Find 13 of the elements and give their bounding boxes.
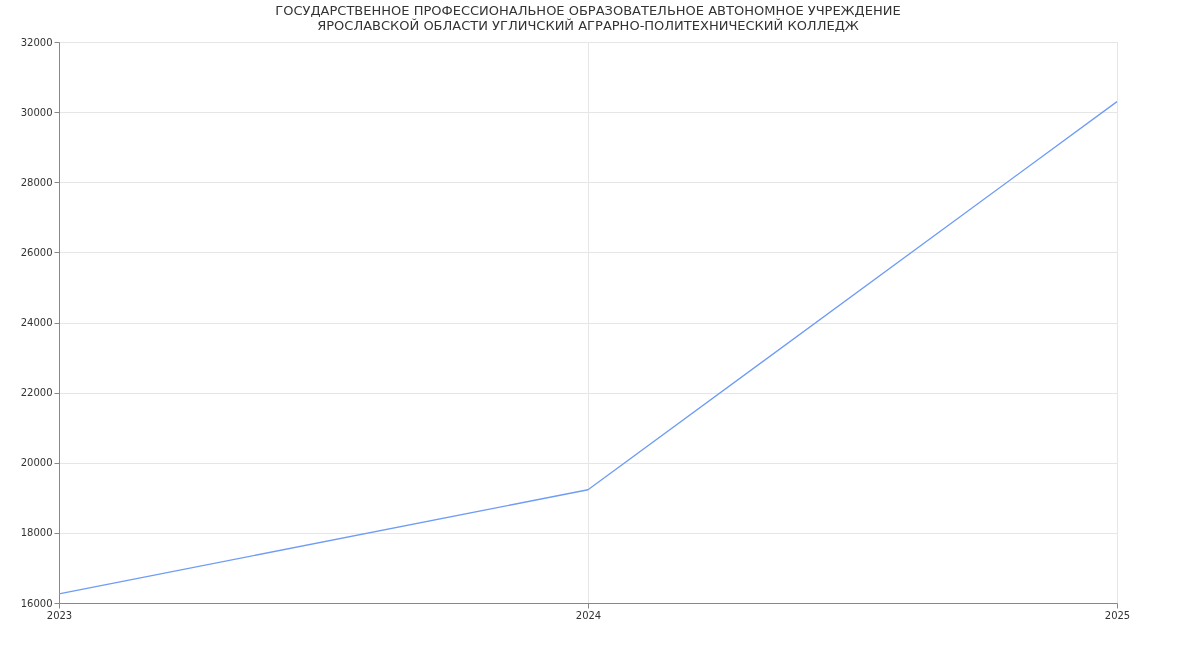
x-tick-label: 2024 (575, 609, 602, 621)
y-tick-label: 28000 (20, 176, 53, 188)
y-tick-label: 26000 (20, 246, 53, 258)
x-tick-label: 2025 (1104, 609, 1131, 621)
y-tick-label: 22000 (20, 387, 53, 399)
x-tick-label: 2023 (46, 609, 73, 621)
y-tick-label: 30000 (20, 106, 53, 118)
y-tick-label: 24000 (20, 317, 53, 328)
y-tick-label: 18000 (20, 527, 53, 539)
y-tick-label: 20000 (20, 457, 53, 469)
y-tick-label: 16000 (20, 597, 53, 609)
chart-title: ГОСУДАРСТВЕННОЕ ПРОФЕССИОНАЛЬНОЕ ОБРАЗОВАТЕЛЬНОЕ АВТОНОМНОЕ УЧРЕЖДЕНИЕ ЯРОСЛАВСКОЙ ОБЛАСТИ УГЛИЧСКИЙ АГРАРНО-ПОЛИТЕХНИЧЕСКИЙ КОЛЛЕДЖ (275, 3, 901, 33)
y-tick-label: 32000 (20, 36, 53, 48)
